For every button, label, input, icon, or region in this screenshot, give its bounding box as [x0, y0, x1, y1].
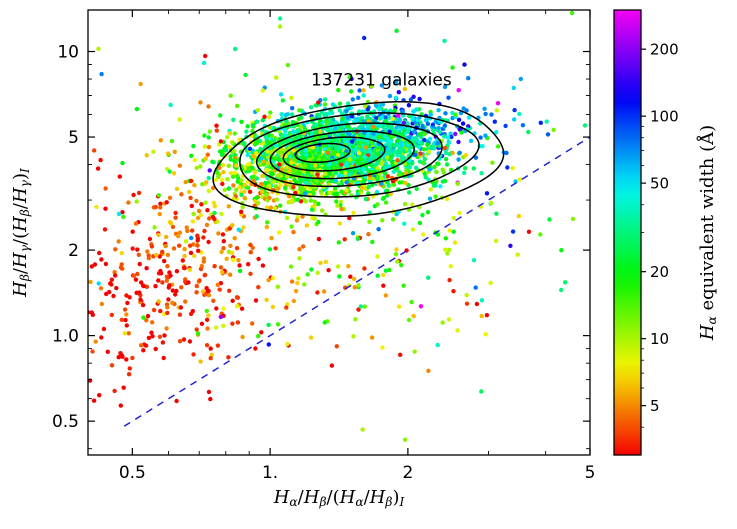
colorbar-tick-label: 10 [650, 330, 669, 348]
x-tick-label: 0.5 [119, 463, 146, 483]
colorbar: 5 10 20 50 100 200 [613, 9, 679, 456]
x-tick-label: 1. [262, 463, 278, 483]
x-axis-label: Hα/Hβ/(Hα/Hβ)I [273, 487, 405, 510]
colorbar-gradient [614, 10, 641, 455]
x-tick-label: 5 [585, 463, 596, 483]
plot-frame [87, 9, 591, 456]
y-tick-label: 10 [57, 43, 79, 63]
colorbar-tick-label: 50 [650, 175, 669, 193]
x-axis-ticks: 0.5 1. 2 5 [119, 10, 596, 483]
colorbar-tick-label: 100 [650, 108, 679, 126]
y-tick-label: 2 [68, 241, 79, 261]
colorbar-tick-label: 5 [650, 397, 660, 415]
density-contours [212, 101, 505, 217]
y-axis-ticks: 0.5 1.0 2 5 10 [52, 43, 590, 450]
y-tick-label: 1.0 [52, 327, 79, 347]
colorbar-label: Hα equivalent width (Å) [697, 124, 720, 341]
annotation-galaxy-count: 137231 galaxies [311, 70, 452, 90]
colorbar-tick-label: 20 [650, 263, 669, 281]
identity-line [123, 136, 590, 427]
y-tick-label: 5 [68, 128, 79, 148]
y-axis-label: Hβ/Hγ/(Hβ/Hγ)I [9, 168, 32, 297]
y-tick-label: 0.5 [52, 412, 79, 432]
x-tick-label: 2 [402, 463, 413, 483]
colorbar-tick-label: 200 [650, 41, 679, 59]
